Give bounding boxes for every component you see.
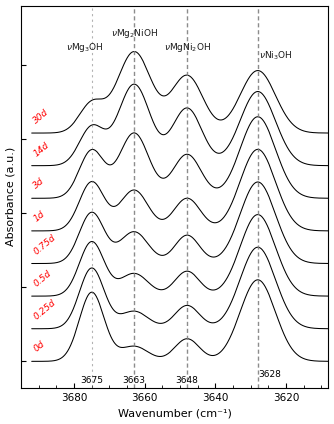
X-axis label: Wavenumber (cm⁻¹): Wavenumber (cm⁻¹) [118,408,232,418]
Text: 3d: 3d [32,176,46,191]
Text: 3663: 3663 [123,376,146,385]
Text: 0.25d: 0.25d [32,298,57,321]
Text: $\nu$Ni$_3$OH: $\nu$Ni$_3$OH [259,49,292,62]
Text: $\nu$MgNi$_2$OH: $\nu$MgNi$_2$OH [164,42,211,54]
Text: 0.5d: 0.5d [32,269,53,289]
Y-axis label: Absorbance (a.u.): Absorbance (a.u.) [6,147,16,246]
Text: 3628: 3628 [258,370,281,379]
Text: 3648: 3648 [176,376,199,385]
Text: 3675: 3675 [80,376,103,385]
Text: 30d: 30d [32,108,51,126]
Text: 0.75d: 0.75d [32,232,57,256]
Text: 1d: 1d [32,209,46,223]
Text: 14d: 14d [32,140,51,158]
Text: 0d: 0d [32,340,46,354]
Text: $\nu$Mg$_2$NiOH: $\nu$Mg$_2$NiOH [111,27,158,40]
Text: $\nu$Mg$_3$OH: $\nu$Mg$_3$OH [66,42,104,54]
